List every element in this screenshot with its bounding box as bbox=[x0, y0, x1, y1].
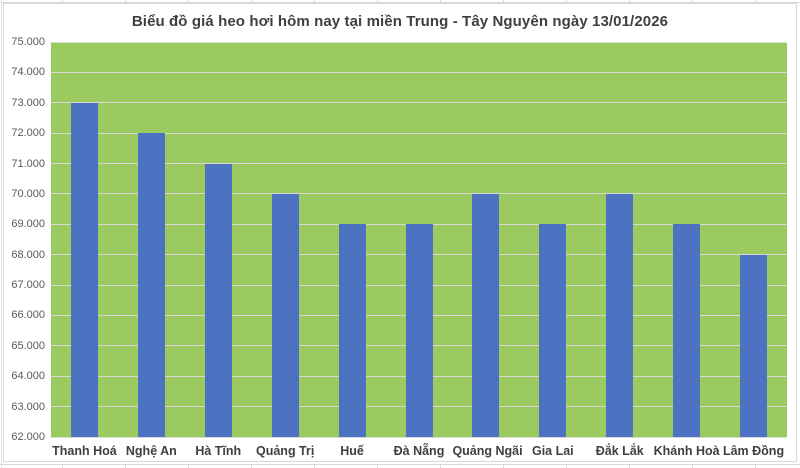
chart-title: Biểu đồ giá heo hơi hôm nay tại miền Tru… bbox=[131, 13, 669, 30]
bar bbox=[673, 224, 701, 437]
y-axis-tick-label: 75.000 bbox=[11, 36, 45, 48]
y-axis-tick-label: 66.000 bbox=[11, 309, 45, 322]
y-axis-tick-label: 69.000 bbox=[11, 218, 45, 231]
y-axis-tick-label: 70.000 bbox=[11, 187, 45, 200]
gridline bbox=[51, 436, 787, 438]
x-axis: Thanh Hoá Nghệ An Hà Tĩnh Quảng Trị Huế Đà Nẵ… bbox=[51, 444, 787, 459]
y-axis-tick-label: 62.000 bbox=[11, 431, 45, 443]
x-axis-tick-label: Quảng Ngãi bbox=[452, 444, 523, 458]
x-axis-tick-label: Huế bbox=[340, 444, 364, 458]
bar bbox=[606, 193, 634, 437]
x-axis-tick-label: Hà Tĩnh bbox=[195, 444, 242, 458]
bar bbox=[271, 193, 299, 437]
gridline bbox=[51, 223, 787, 225]
x-axis-tick-label: Đắk Lắk bbox=[595, 444, 644, 458]
y-axis-tick-label: 67.000 bbox=[11, 279, 45, 292]
y-axis-tick-label: 72.000 bbox=[11, 127, 45, 140]
gridline bbox=[51, 132, 787, 134]
bar bbox=[338, 224, 366, 437]
plot-area bbox=[51, 41, 787, 438]
chart: Biểu đồ giá heo hơi hôm nay tại miền Tru… bbox=[3, 3, 797, 462]
spreadsheet-gridlines-bottom bbox=[0, 464, 800, 468]
bar bbox=[204, 163, 232, 437]
gridline bbox=[51, 193, 787, 195]
y-axis-tick-label: 68.000 bbox=[11, 248, 45, 261]
gridline bbox=[51, 71, 787, 73]
gridline bbox=[51, 102, 787, 104]
y-axis-tick-label: 71.000 bbox=[11, 157, 45, 170]
bar bbox=[472, 193, 500, 437]
y-axis-tick-label: 64.000 bbox=[11, 370, 45, 383]
x-axis-tick-label: Đà Nẵng bbox=[393, 444, 445, 458]
y-axis-tick-label: 74.000 bbox=[11, 66, 45, 79]
y-axis-tick-label: 65.000 bbox=[11, 339, 45, 352]
bar bbox=[539, 224, 567, 437]
y-axis-tick-label: 73.000 bbox=[11, 96, 45, 109]
spreadsheet-gridline-left bbox=[1, 0, 2, 468]
x-axis-tick-label: Lâm Đồng bbox=[722, 444, 785, 458]
bar bbox=[70, 102, 98, 437]
x-axis-tick-label: Quảng Trị bbox=[256, 444, 315, 458]
x-axis-tick-label: Thanh Hoá bbox=[52, 444, 117, 458]
spreadsheet-gridlines-top bbox=[0, 0, 800, 3]
x-axis-tick-label: Nghệ An bbox=[125, 444, 177, 458]
gridline bbox=[51, 41, 787, 43]
bar bbox=[740, 254, 768, 437]
gridline bbox=[51, 163, 787, 165]
y-axis-tick-label: 63.000 bbox=[11, 400, 45, 413]
x-axis-tick-label: Khánh Hoà bbox=[653, 444, 720, 458]
bar bbox=[137, 133, 165, 437]
bar bbox=[405, 224, 433, 437]
x-axis-tick-label: Gia Lai bbox=[531, 444, 574, 458]
